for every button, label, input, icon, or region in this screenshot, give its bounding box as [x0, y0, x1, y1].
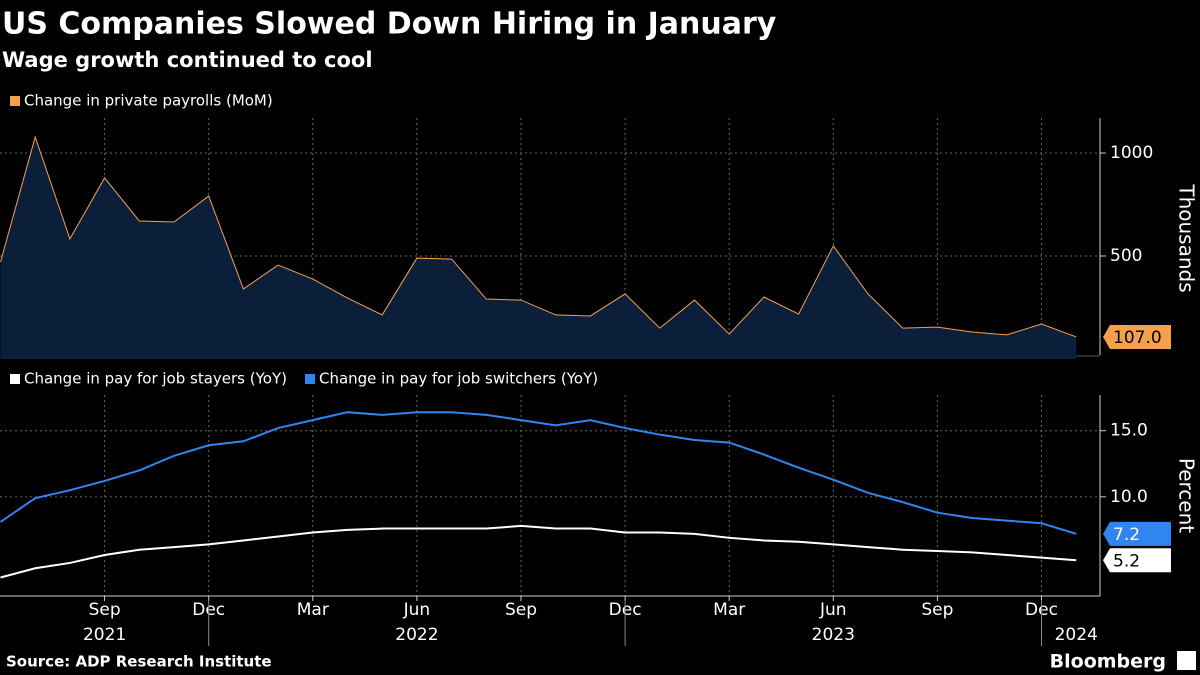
year-label: 2021	[83, 625, 126, 645]
line	[0, 411, 1077, 535]
legend-swatch	[10, 96, 20, 106]
end-label: 7.2	[1113, 525, 1140, 545]
brand: Bloomberg	[1050, 651, 1166, 673]
chart-title: US Companies Slowed Down Hiring in Janua…	[2, 7, 777, 42]
area	[0, 136, 1077, 359]
y-axis-label: Thousands	[1175, 183, 1199, 292]
x-tick-label: Sep	[89, 600, 121, 620]
y-tick-label: 15.0	[1110, 421, 1148, 441]
year-label: 2022	[395, 625, 438, 645]
end-label: 5.2	[1113, 551, 1140, 571]
brand-icon	[1177, 651, 1196, 670]
legend-label: Change in pay for job switchers (YoY)	[319, 370, 598, 388]
x-tick-label: Mar	[297, 600, 329, 620]
x-tick-label: Jun	[819, 600, 847, 620]
end-label: 107.0	[1113, 328, 1162, 348]
year-label: 2024	[1055, 625, 1098, 645]
y-tick-label: 1000	[1110, 143, 1153, 163]
y-tick-label: 500	[1110, 246, 1142, 266]
source: Source: ADP Research Institute	[6, 653, 272, 671]
line	[0, 524, 1077, 579]
chart-subtitle: Wage growth continued to cool	[2, 48, 373, 72]
x-tick-label: Jun	[403, 600, 431, 620]
legend-label: Change in pay for job stayers (YoY)	[24, 370, 287, 388]
legend-swatch	[10, 374, 20, 384]
x-tick-label: Sep	[921, 600, 953, 620]
y-tick-label: 10.0	[1110, 487, 1148, 507]
end-label-box	[1103, 521, 1171, 546]
x-tick-label: Sep	[505, 600, 537, 620]
end-label-box	[1103, 324, 1171, 349]
legend-swatch	[304, 374, 315, 384]
legend-label: Change in private payrolls (MoM)	[24, 92, 273, 110]
year-label: 2023	[812, 625, 855, 645]
end-label-box	[1103, 548, 1171, 573]
y-axis-label: Percent	[1175, 458, 1199, 533]
line	[0, 135, 1077, 338]
x-tick-label: Mar	[713, 600, 745, 620]
